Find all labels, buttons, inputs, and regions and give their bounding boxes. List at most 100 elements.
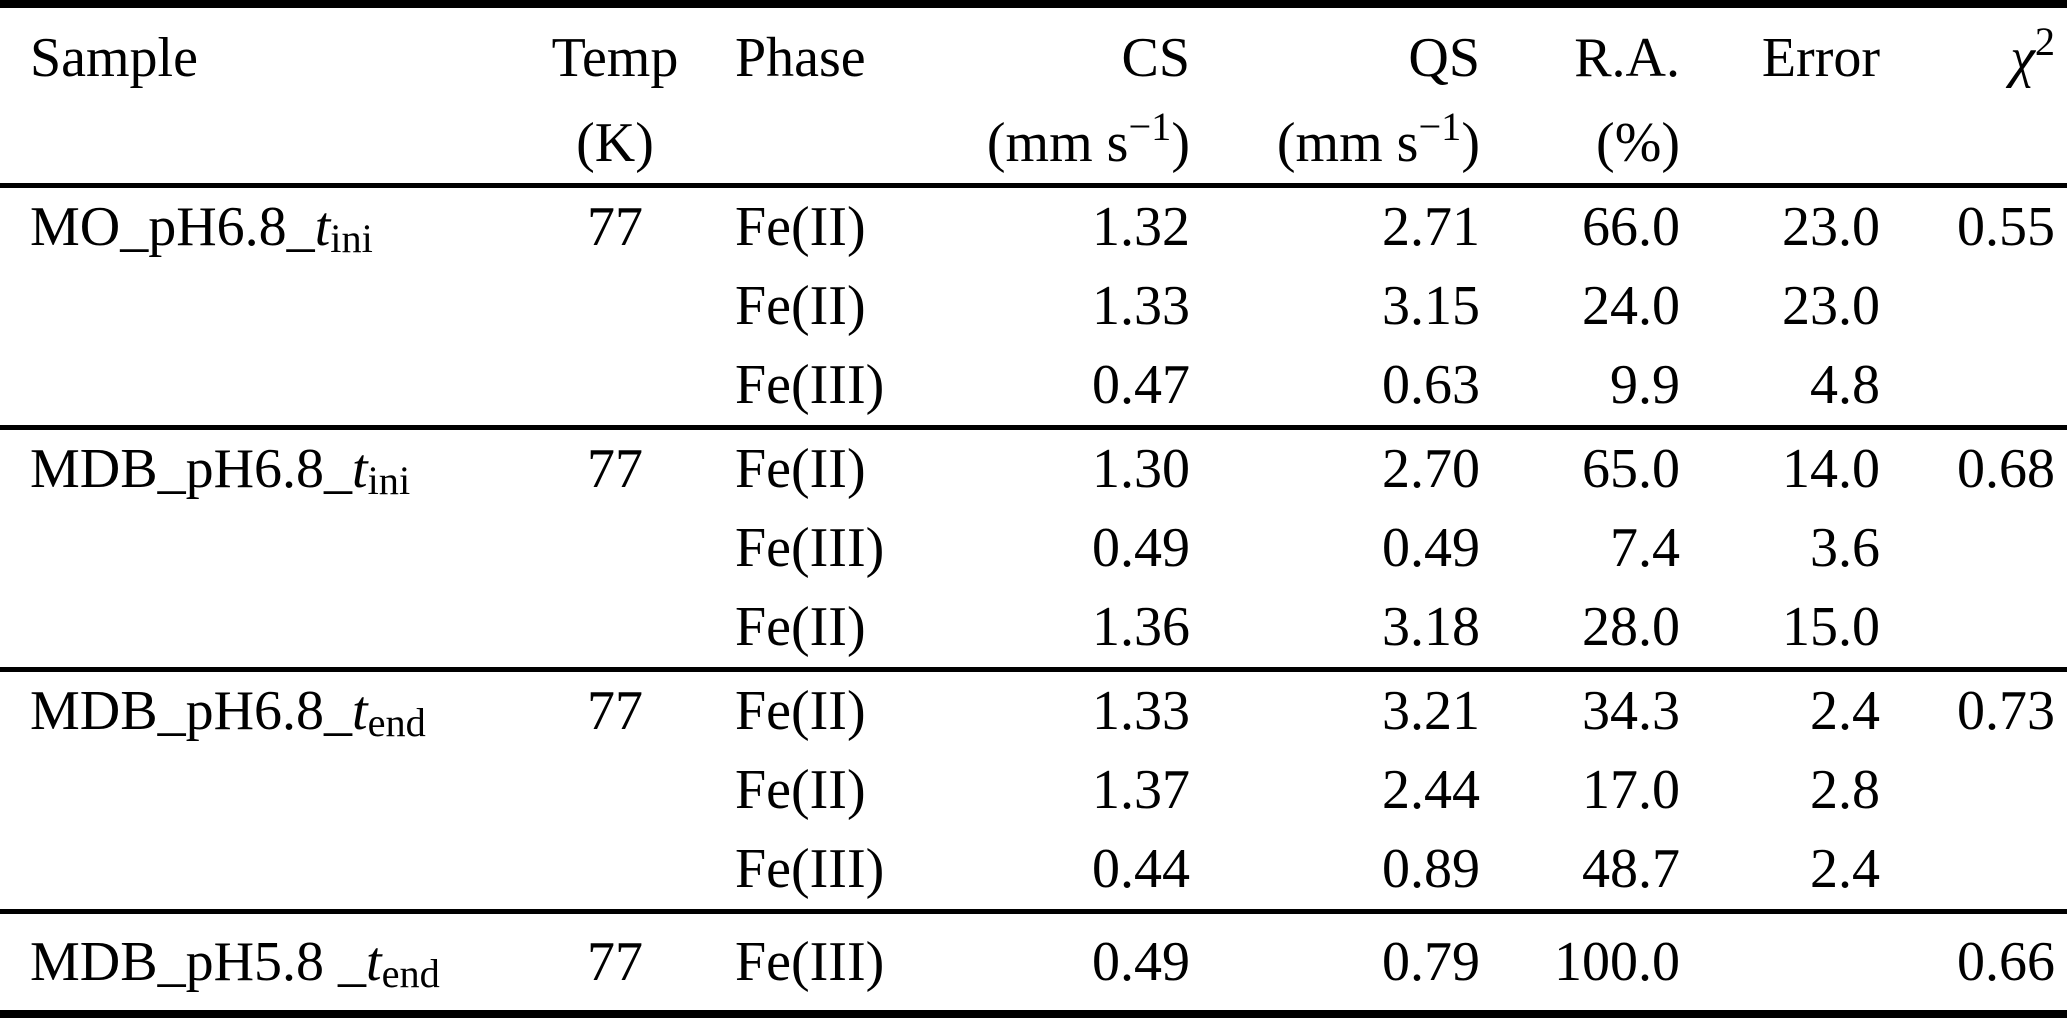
cell-temp: 77 [587, 931, 643, 993]
sample-subscript: ini [330, 216, 373, 262]
cell-sample: MDB_pH6.8_tini [0, 428, 540, 670]
header-qs-label: QS [1408, 27, 1480, 89]
cell-ra: 24.0 [1582, 275, 1680, 337]
cell-error: 2.8 [1810, 759, 1880, 821]
cell-chi2: 0.68 [1957, 438, 2055, 500]
col-header-cs: CS (mm s−1) [960, 4, 1202, 188]
sample-prefix: MDB_pH6.8_ [30, 438, 353, 500]
col-header-error: Error [1692, 4, 1892, 188]
cell-chi2: 0.55 [1957, 196, 2055, 258]
cell-temp: 77 [587, 680, 643, 742]
cell-qs: 2.70 [1382, 438, 1480, 500]
table-row: MDB_pH6.8_tini 77 Fe(II) 1.30 2.70 65.0 … [0, 428, 2067, 510]
cell-ra: 17.0 [1582, 759, 1680, 821]
cell-qs: 0.79 [1382, 931, 1480, 993]
cell-temp: 77 [587, 196, 643, 258]
table-row: Fe(III) 0.49 0.49 7.4 3.6 [0, 509, 2067, 588]
cell-ra: 48.7 [1582, 838, 1680, 900]
cell-cs: 1.33 [1092, 680, 1190, 742]
table-header: Sample Temp (K) Phase CS (mm s−1) QS (mm… [0, 4, 2067, 188]
cell-sample: MDB_pH5.8 _tend [0, 912, 540, 1015]
cell-error: 23.0 [1782, 275, 1880, 337]
cell-error: 3.6 [1810, 517, 1880, 579]
cell-temp: 77 [587, 438, 643, 500]
sample-block-mdb-ph68-end: MDB_pH6.8_tend 77 Fe(II) 1.33 3.21 34.3 … [0, 670, 2067, 912]
table-row: Fe(III) 0.44 0.89 48.7 2.4 [0, 830, 2067, 912]
cell-qs: 0.49 [1382, 517, 1480, 579]
cell-cs: 1.30 [1092, 438, 1190, 500]
sample-block-mdb-ph58-end: MDB_pH5.8 _tend 77 Fe(III) 0.49 0.79 100… [0, 912, 2067, 1015]
cs-unit-post: ) [1171, 112, 1190, 174]
col-header-chi2: χ2 [1892, 4, 2067, 188]
cell-phase: Fe(II) [735, 596, 866, 658]
cell-qs: 3.15 [1382, 275, 1480, 337]
chi-symbol: χ [2010, 27, 2035, 89]
header-ra-unit: (%) [1596, 112, 1680, 174]
cell-chi2: 0.66 [1957, 931, 2055, 993]
cell-qs: 2.71 [1382, 196, 1480, 258]
cell-error [1692, 912, 1892, 1015]
header-temp-label: Temp [551, 27, 679, 89]
sample-subscript: ini [367, 458, 411, 504]
table-row: Fe(II) 1.36 3.18 28.0 15.0 [0, 588, 2067, 670]
cell-error: 2.4 [1810, 680, 1880, 742]
sample-prefix: MDB_pH6.8_ [30, 680, 353, 742]
cell-phase: Fe(III) [735, 517, 885, 579]
header-phase-unit [735, 108, 960, 183]
col-header-temp: Temp (K) [540, 4, 690, 188]
col-header-sample: Sample [0, 4, 540, 188]
cell-cs: 0.49 [1092, 517, 1190, 579]
cell-phase: Fe(II) [735, 438, 866, 500]
cell-cs: 0.44 [1092, 838, 1190, 900]
cell-cs: 1.36 [1092, 596, 1190, 658]
sample-t-symbol: t [366, 931, 382, 993]
cell-qs: 0.89 [1382, 838, 1480, 900]
header-phase-label: Phase [735, 27, 866, 89]
sample-prefix: MO_pH6.8_ [30, 196, 315, 258]
cell-sample: MDB_pH6.8_tend [0, 670, 540, 912]
cell-qs: 0.63 [1382, 354, 1480, 416]
table-row: MDB_pH5.8 _tend 77 Fe(III) 0.49 0.79 100… [0, 912, 2067, 1015]
header-error-label: Error [1761, 27, 1880, 89]
cell-ra: 34.3 [1582, 680, 1680, 742]
cell-qs: 3.18 [1382, 596, 1480, 658]
header-sample-label: Sample [30, 27, 198, 89]
header-chi2-label: χ2 [1892, 8, 2055, 108]
cell-error: 4.8 [1810, 354, 1880, 416]
col-header-qs: QS (mm s−1) [1202, 4, 1492, 188]
col-header-ra: R.A. (%) [1492, 4, 1692, 188]
chi-exponent: 2 [2034, 19, 2055, 65]
cell-error: 2.4 [1810, 838, 1880, 900]
table-row: Fe(II) 1.37 2.44 17.0 2.8 [0, 751, 2067, 830]
sample-t-symbol: t [314, 196, 331, 258]
cell-ra: 100.0 [1554, 931, 1680, 993]
cell-cs: 0.47 [1092, 354, 1190, 416]
table-row: MDB_pH6.8_tend 77 Fe(II) 1.33 3.21 34.3 … [0, 670, 2067, 752]
header-cs-label: CS [1121, 27, 1191, 89]
sample-block-mo-ph68-ini: MO_pH6.8_tini 77 Fe(II) 1.32 2.71 66.0 2… [0, 186, 2067, 428]
cs-unit-pre: (mm s [986, 112, 1129, 174]
cs-unit-exponent: −1 [1128, 104, 1172, 150]
cell-phase: Fe(III) [735, 838, 885, 900]
sample-t-symbol: t [352, 438, 368, 500]
cell-cs: 1.33 [1092, 275, 1190, 337]
cell-phase: Fe(III) [735, 354, 885, 416]
cell-cs: 1.37 [1092, 759, 1190, 821]
cell-error: 14.0 [1782, 438, 1880, 500]
cell-ra: 9.9 [1610, 354, 1680, 416]
qs-unit-exponent: −1 [1418, 104, 1462, 150]
cell-error: 15.0 [1782, 596, 1880, 658]
cell-qs: 2.44 [1382, 759, 1480, 821]
header-row: Sample Temp (K) Phase CS (mm s−1) QS (mm… [0, 4, 2067, 188]
qs-unit-pre: (mm s [1276, 112, 1419, 174]
cell-cs: 1.32 [1092, 196, 1190, 258]
cell-phase: Fe(III) [735, 931, 885, 993]
cell-ra: 66.0 [1582, 196, 1680, 258]
col-header-phase: Phase [690, 4, 960, 188]
header-ra-label: R.A. [1574, 27, 1680, 89]
header-qs-unit: (mm s−1) [1202, 106, 1480, 183]
cell-phase: Fe(II) [735, 196, 866, 258]
qs-unit-post: ) [1461, 112, 1480, 174]
